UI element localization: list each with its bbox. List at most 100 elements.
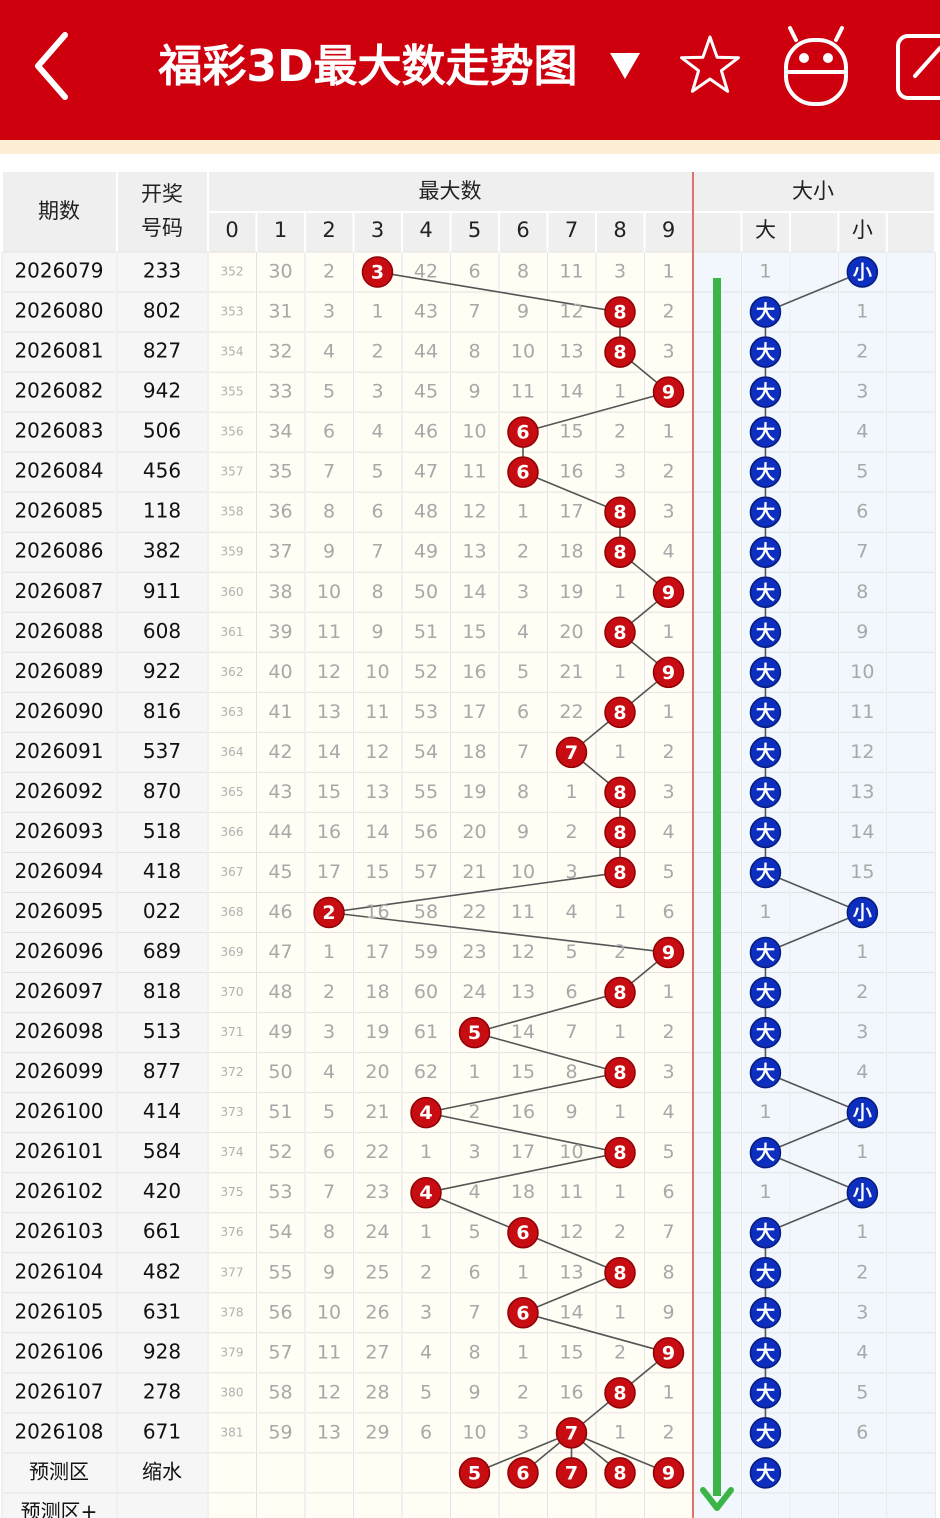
omission: 2	[662, 461, 674, 483]
size-header: 小	[852, 218, 873, 242]
title-dropdown[interactable]	[610, 53, 640, 79]
omission: 51	[268, 1101, 292, 1123]
size-ball-label: 大	[756, 981, 775, 1004]
size-ball	[749, 1216, 782, 1249]
size-ball-label: 小	[853, 1102, 872, 1124]
size-omission: 4	[856, 1061, 868, 1083]
omission: 7	[565, 1021, 577, 1043]
omission: 1	[420, 1141, 432, 1163]
size-ball	[846, 256, 879, 288]
omission: 26	[365, 1301, 389, 1323]
omission: 366	[221, 825, 244, 839]
omission: 17	[511, 1141, 535, 1163]
period: 2026095	[14, 899, 103, 923]
trend-line	[522, 471, 621, 513]
omission: 16	[559, 1381, 583, 1403]
size-ball-label: 大	[756, 661, 775, 684]
size-ball-label: 大	[756, 1341, 775, 1364]
omission: 42	[268, 741, 292, 763]
omission: 1	[614, 1021, 626, 1043]
size-ball-label: 大	[756, 1141, 775, 1164]
shrink-link[interactable]: 缩水	[142, 1459, 182, 1483]
size-omission: 11	[850, 701, 874, 723]
period: 2026093	[14, 819, 103, 843]
omission: 7	[662, 1221, 674, 1243]
omission: 32	[268, 341, 292, 363]
max-digit-ball	[410, 1096, 442, 1129]
omission: 3	[468, 1141, 480, 1163]
omission: 359	[221, 545, 244, 559]
omission: 21	[365, 1101, 389, 1123]
robot-button[interactable]	[784, 26, 848, 106]
period: 2026106	[14, 1339, 103, 1363]
omission: 22	[462, 901, 486, 923]
size-ball	[749, 416, 782, 448]
omission: 8	[371, 581, 383, 603]
back-button[interactable]	[35, 32, 68, 100]
max-digit-ball-label: 9	[662, 1462, 675, 1484]
omission: 36	[268, 501, 292, 523]
period: 2026083	[14, 419, 103, 443]
omission: 3	[517, 1421, 529, 1443]
omission: 2	[323, 261, 335, 283]
size-ball-label: 大	[756, 341, 775, 364]
omission: 361	[221, 625, 244, 639]
max-digit-ball	[604, 976, 636, 1009]
omission: 8	[323, 1221, 335, 1243]
period: 2026092	[14, 779, 103, 803]
period: 2026103	[14, 1219, 103, 1243]
draw-number: 418	[143, 859, 181, 883]
max-digit-ball	[410, 1176, 442, 1209]
size-ball-label: 大	[756, 301, 775, 324]
omission: 9	[565, 1101, 577, 1123]
predict-plus-label: 预测区+	[21, 1499, 98, 1518]
max-digit-ball	[652, 656, 685, 689]
size-ball	[749, 576, 782, 609]
trend-line	[425, 1071, 621, 1114]
omission: 380	[221, 1385, 244, 1399]
omission: 22	[559, 701, 583, 723]
omission: 52	[414, 661, 438, 683]
size-ball-label: 大	[756, 941, 775, 964]
period: 2026085	[14, 499, 103, 523]
omission: 17	[559, 501, 583, 523]
omission: 376	[221, 1225, 244, 1239]
number-header: 开奖	[141, 182, 183, 206]
size-ball-label: 小	[853, 902, 872, 924]
omission: 60	[414, 981, 438, 1003]
max-digit-ball	[604, 696, 636, 729]
digit-header: 6	[516, 218, 529, 242]
edit-button[interactable]	[896, 34, 940, 100]
size-ball-label: 大	[756, 1381, 775, 1404]
page-title[interactable]: 福彩3D最大数走势图	[157, 41, 577, 92]
trend-line	[522, 1272, 621, 1314]
omission: 11	[559, 1181, 583, 1203]
trend-line	[425, 1151, 621, 1194]
omission: 14	[317, 741, 341, 763]
trend-line	[474, 1031, 621, 1074]
omission: 18	[462, 741, 486, 763]
omission: 3	[517, 581, 529, 603]
size-omission: 13	[850, 781, 874, 803]
draw-number: 518	[143, 819, 181, 843]
draw-number: 506	[143, 419, 181, 443]
draw-number: 513	[143, 1019, 181, 1043]
size-omission: 14	[850, 821, 874, 843]
trend-line	[328, 911, 669, 954]
omission: 362	[221, 665, 244, 679]
omission: 8	[468, 1341, 480, 1363]
draw-number: 022	[143, 899, 181, 923]
max-digit-ball-label: 6	[516, 422, 529, 444]
size-ball	[749, 616, 782, 649]
max-digit-ball-label: 2	[322, 902, 335, 924]
max-digit-ball	[507, 1297, 539, 1329]
omission: 7	[323, 1181, 335, 1203]
favorite-button[interactable]	[680, 35, 740, 93]
max-digit-ball	[604, 296, 636, 328]
trend-line	[765, 1191, 863, 1234]
omission: 12	[462, 501, 486, 523]
omission: 8	[517, 781, 529, 803]
omission: 30	[268, 261, 292, 283]
max-digit-ball-label: 8	[613, 822, 626, 844]
max-digit-ball	[652, 1457, 685, 1489]
